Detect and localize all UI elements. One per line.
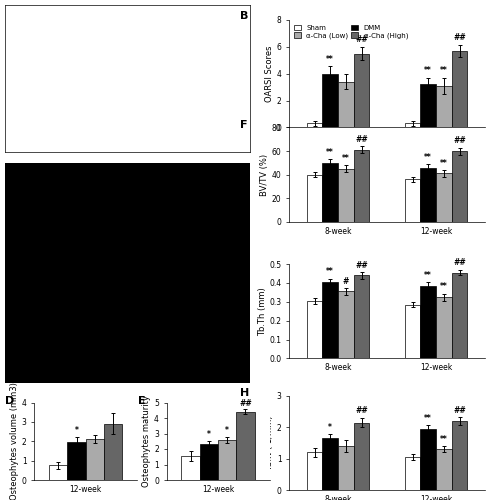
Text: **: ** <box>424 152 432 162</box>
Y-axis label: Osteophytes maturity: Osteophytes maturity <box>142 396 151 487</box>
Bar <box>452 272 467 358</box>
Bar <box>49 466 68 480</box>
Text: F: F <box>240 120 247 130</box>
Bar <box>322 282 338 358</box>
Text: **: ** <box>326 54 334 64</box>
Text: **: ** <box>424 414 432 422</box>
Bar <box>86 440 104 480</box>
Bar <box>307 452 322 490</box>
Bar <box>200 444 218 480</box>
Text: ##: ## <box>355 260 368 270</box>
Text: **: ** <box>424 66 432 75</box>
Bar <box>307 124 322 128</box>
Text: **: ** <box>440 282 448 292</box>
Bar <box>338 446 354 490</box>
Bar <box>322 163 338 222</box>
Bar <box>236 412 255 480</box>
Text: **: ** <box>326 148 334 157</box>
Y-axis label: Osteophytes volume (mm3): Osteophytes volume (mm3) <box>10 382 19 500</box>
Text: H: H <box>240 388 249 398</box>
Y-axis label: BV/TV (%): BV/TV (%) <box>260 154 269 196</box>
Bar <box>322 74 338 128</box>
Text: B: B <box>240 12 248 22</box>
Text: *: * <box>74 426 78 436</box>
Bar <box>405 124 420 128</box>
Legend: Sham, α-Cha (Low), DMM, α-Cha (High): Sham, α-Cha (Low), DMM, α-Cha (High) <box>293 24 410 40</box>
Text: **: ** <box>440 434 448 444</box>
Bar <box>436 174 452 222</box>
Bar <box>354 54 369 128</box>
Bar <box>405 180 420 222</box>
Text: *: * <box>225 426 229 434</box>
Text: **: ** <box>440 158 448 168</box>
Text: G: G <box>240 256 249 266</box>
Bar <box>338 292 354 358</box>
Text: ##: ## <box>453 33 466 42</box>
Text: D: D <box>5 396 15 406</box>
Bar <box>405 457 420 490</box>
Bar <box>338 168 354 222</box>
Bar <box>420 286 436 358</box>
Bar <box>218 440 236 480</box>
Text: ##: ## <box>239 398 252 407</box>
Text: #: # <box>343 276 349 285</box>
Bar <box>354 276 369 358</box>
Text: *: * <box>328 423 332 432</box>
Bar <box>307 174 322 222</box>
Text: **: ** <box>326 268 334 276</box>
Bar <box>181 456 200 480</box>
Bar <box>452 421 467 490</box>
Bar <box>405 304 420 358</box>
Y-axis label: Tb.Th (mm): Tb.Th (mm) <box>258 287 267 336</box>
Text: **: ** <box>342 154 350 163</box>
Bar <box>452 51 467 128</box>
Text: **: ** <box>424 271 432 280</box>
Text: ##: ## <box>355 135 368 144</box>
Bar <box>104 424 122 480</box>
Bar <box>420 168 436 222</box>
Y-axis label: Tb.N ( 1/mm): Tb.N ( 1/mm) <box>265 415 274 470</box>
Bar <box>436 297 452 358</box>
Text: ##: ## <box>453 258 466 268</box>
Bar <box>436 86 452 128</box>
Text: ##: ## <box>355 35 368 44</box>
Bar <box>322 438 338 490</box>
Text: E: E <box>138 396 146 406</box>
Text: ##: ## <box>355 406 368 416</box>
Bar <box>307 301 322 358</box>
Text: *: * <box>207 430 211 440</box>
Text: **: ** <box>440 66 448 75</box>
Bar <box>338 82 354 128</box>
Bar <box>452 151 467 222</box>
Bar <box>420 429 436 490</box>
Bar <box>68 442 86 480</box>
Y-axis label: OARSI Scores: OARSI Scores <box>265 46 274 102</box>
Bar <box>436 449 452 490</box>
Bar <box>420 84 436 128</box>
Text: ##: ## <box>453 136 466 145</box>
Text: ##: ## <box>453 406 466 415</box>
Bar <box>354 150 369 222</box>
Bar <box>354 422 369 490</box>
